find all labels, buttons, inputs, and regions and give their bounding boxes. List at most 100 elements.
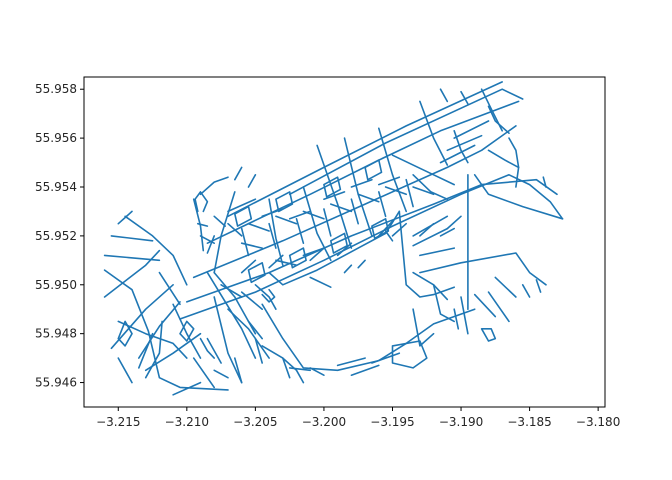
street-segment xyxy=(194,191,209,213)
street-segment xyxy=(206,271,257,359)
street-segment xyxy=(281,357,305,384)
street-segment xyxy=(453,308,460,330)
street-segment xyxy=(158,271,181,306)
street-segment xyxy=(192,125,517,279)
street-segment xyxy=(275,215,298,225)
street-segment xyxy=(240,259,257,274)
street-segment xyxy=(377,127,408,213)
street-segment xyxy=(268,222,277,249)
x-tick-label: −3.210 xyxy=(165,415,209,429)
street-segment xyxy=(172,303,202,359)
street-network xyxy=(103,81,564,396)
street-segment xyxy=(487,105,510,134)
street-segment xyxy=(446,215,462,230)
y-tick-label: 55.952 xyxy=(35,229,77,243)
street-segment xyxy=(288,210,312,220)
street-segment xyxy=(384,186,408,196)
street-segment xyxy=(350,178,373,188)
street-segment xyxy=(309,367,325,377)
street-segment xyxy=(206,235,215,254)
street-segment xyxy=(192,357,215,389)
street-segment xyxy=(247,320,264,340)
y-tick-label: 55.946 xyxy=(35,376,77,390)
street-segment xyxy=(432,283,456,323)
street-segment xyxy=(309,247,325,262)
street-segment xyxy=(446,134,483,152)
street-segment xyxy=(247,222,270,232)
street-segment xyxy=(117,320,188,359)
street-segment xyxy=(213,369,229,379)
street-segment xyxy=(172,381,202,396)
street-segment xyxy=(508,137,520,188)
street-segment xyxy=(357,259,366,269)
building-outline xyxy=(323,176,342,198)
street-segment xyxy=(197,222,209,227)
street-segment xyxy=(234,166,243,181)
x-tick-label: −3.180 xyxy=(576,415,620,429)
street-segment xyxy=(460,90,469,105)
street-segment xyxy=(391,222,408,237)
street-segment xyxy=(309,276,332,289)
street-segment xyxy=(377,191,387,218)
street-segment xyxy=(412,227,449,247)
x-tick-label: −3.215 xyxy=(96,415,140,429)
street-segment xyxy=(110,235,154,242)
street-segment xyxy=(480,327,497,342)
y-tick-label: 55.948 xyxy=(35,327,77,341)
street-segment xyxy=(302,186,332,262)
street-segment xyxy=(261,303,476,372)
street-segment xyxy=(371,352,401,364)
street-segment xyxy=(453,120,490,139)
street-segment xyxy=(336,357,366,367)
street-segment xyxy=(487,149,520,169)
street-segment xyxy=(419,252,547,286)
street-segment xyxy=(487,291,510,323)
street-segment xyxy=(254,283,277,311)
street-segment xyxy=(213,215,226,227)
y-tick-label: 55.950 xyxy=(35,278,77,292)
building-outline xyxy=(288,247,307,269)
street-segment xyxy=(227,198,257,213)
street-segment xyxy=(357,193,380,203)
street-segment xyxy=(103,249,161,298)
street-segment xyxy=(316,144,353,249)
street-segment xyxy=(220,283,243,298)
street-segment xyxy=(254,337,264,364)
street-segment xyxy=(288,88,524,196)
street-segment xyxy=(295,218,305,244)
street-segment xyxy=(419,100,449,166)
plot-area xyxy=(83,76,606,408)
y-tick-label: 55.958 xyxy=(35,82,77,96)
x-axis: −3.215 −3.210 −3.205 −3.200 −3.195 −3.190 −3.1… xyxy=(96,407,620,429)
street-segment xyxy=(247,174,257,188)
street-segment xyxy=(302,247,325,257)
street-segment xyxy=(199,235,215,244)
street-segment xyxy=(412,174,449,200)
x-tick-label: −3.185 xyxy=(507,415,551,429)
x-tick-label: −3.200 xyxy=(302,415,346,429)
street-segment xyxy=(213,296,243,384)
street-segment xyxy=(439,227,456,237)
street-segment xyxy=(227,222,243,237)
street-segment xyxy=(350,364,380,377)
x-tick-label: −3.205 xyxy=(233,415,277,429)
street-segment xyxy=(138,301,181,359)
street-segment xyxy=(227,308,270,359)
street-segment xyxy=(192,198,205,252)
street-segment xyxy=(343,264,353,274)
street-segment xyxy=(494,276,517,298)
street-segment xyxy=(412,308,435,347)
street-segment xyxy=(179,320,195,342)
street-segment xyxy=(336,242,353,257)
street-segment xyxy=(227,81,504,218)
building-outline xyxy=(275,191,294,213)
street-segment xyxy=(521,283,531,298)
street-segment xyxy=(391,340,428,369)
street-segment xyxy=(268,254,284,269)
building-outline xyxy=(364,159,383,181)
street-segment xyxy=(329,203,353,213)
street-segment xyxy=(350,198,360,225)
street-segment xyxy=(473,293,497,318)
